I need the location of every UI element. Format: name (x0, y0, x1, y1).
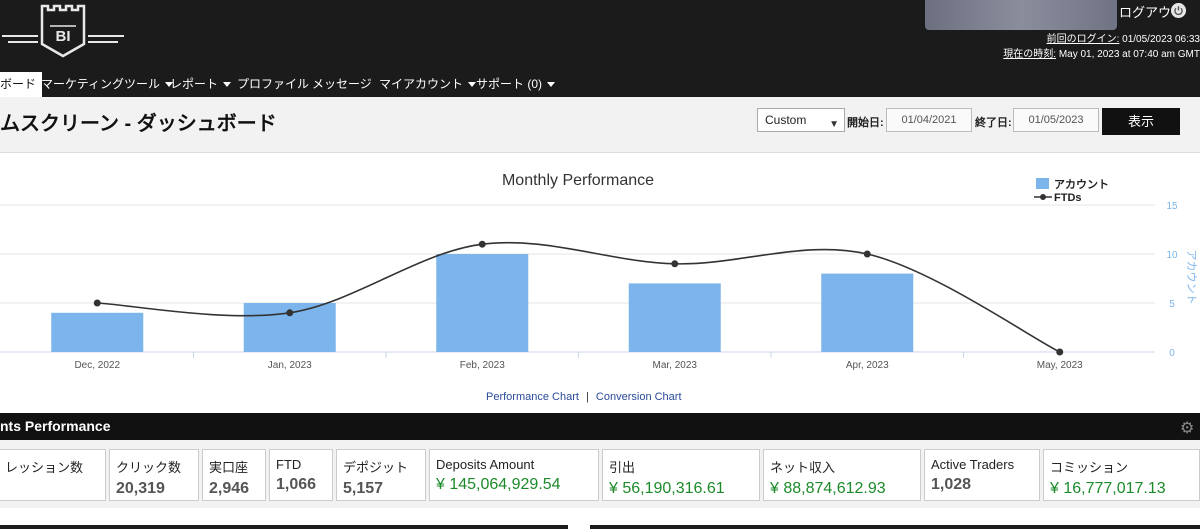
legend-label-ftds[interactable]: FTDs (1054, 192, 1082, 204)
performance-chart-link[interactable]: Performance Chart (486, 391, 579, 403)
bar-accounts[interactable] (51, 312, 144, 352)
point-ftds[interactable] (671, 260, 679, 268)
start-date-input[interactable]: 01/04/2021 (886, 108, 972, 132)
legend-swatch-accounts (1036, 178, 1049, 189)
stat-net-income: ネット収入 ¥ 88,874,612.93 (763, 449, 921, 501)
chevron-down-icon (547, 82, 556, 88)
top-header: BI ログアウト 前回のログイン: 01/05/2023 06:33 現在の時刻… (0, 0, 1200, 72)
power-icon[interactable] (1171, 3, 1186, 18)
y-tick-label: 0 (1169, 348, 1175, 359)
x-tick-label: Dec, 2022 (74, 360, 120, 371)
bar-accounts[interactable] (436, 254, 529, 352)
monthly-performance-chart: Monthly Performance Dec, 2022 Jan, 2023 Fe… (0, 153, 1200, 413)
stat-active-traders: Active Traders 1,028 (924, 449, 1040, 501)
x-tick-label: May, 2023 (1037, 360, 1083, 371)
stat-deposits-amount: Deposits Amount ¥ 145,064,929.54 (429, 449, 599, 501)
legend-marker-ftds (1040, 194, 1046, 200)
title-bar: ムスクリーン - ダッシュボード Custom ▼ 開始日: 01/04/202… (0, 97, 1200, 153)
series-line-ftds (97, 241, 1061, 353)
chevron-down-icon (468, 82, 477, 88)
end-date-label: 終了日: (975, 117, 1012, 129)
stat-impressions: レッション数 (0, 449, 106, 501)
show-button[interactable]: 表示 (1102, 108, 1180, 135)
point-ftds[interactable] (286, 309, 294, 317)
date-range-select[interactable]: Custom ▼ (757, 108, 845, 132)
bottom-panel-right (590, 525, 1200, 529)
svg-text:BI: BI (56, 28, 71, 45)
bottom-panel-left (0, 525, 568, 529)
performance-title: nts Performance (0, 418, 111, 434)
stat-real-accounts: 実口座 2,946 (202, 449, 266, 501)
conversion-chart-link[interactable]: Conversion Chart (595, 391, 682, 403)
current-time-value: May 01, 2023 at 07:40 am GMT (1058, 49, 1200, 60)
stat-withdrawals: 引出 ¥ 56,190,316.61 (602, 449, 760, 501)
x-tick-label: Mar, 2023 (653, 360, 698, 371)
nav-item-messages[interactable]: メッセージ (312, 77, 372, 91)
performance-header: nts Performance ⚙ (0, 413, 1200, 440)
chevron-down-icon: ▼ (829, 119, 839, 130)
x-tick-label: Jan, 2023 (268, 360, 312, 371)
page-title: ムスクリーン - ダッシュボード (0, 113, 277, 135)
end-date-input[interactable]: 01/05/2023 (1013, 108, 1099, 132)
nav-item-reports[interactable]: レポート (170, 72, 232, 97)
login-info: 前回のログイン: 01/05/2023 06:33 現在の時刻: May 01,… (980, 32, 1200, 62)
x-tick-label: Apr, 2023 (846, 360, 889, 371)
point-ftds[interactable] (863, 250, 871, 258)
bar-accounts[interactable] (628, 283, 721, 352)
last-login-value: 01/05/2023 06:33 (1122, 34, 1200, 45)
stat-deposits: デポジット 5,157 (336, 449, 426, 501)
nav-item-marketing-tools[interactable]: マーケティングツール (41, 72, 174, 97)
last-login-label[interactable]: 前回のログイン: (1046, 34, 1120, 45)
legend-label-accounts[interactable]: アカウント (1054, 178, 1109, 191)
chart-canvas: Monthly Performance Dec, 2022 Jan, 2023 Fe… (0, 172, 1198, 371)
point-ftds[interactable] (93, 299, 101, 307)
y-tick-label: 15 (1166, 201, 1178, 212)
x-tick-label: Feb, 2023 (460, 360, 505, 371)
bar-accounts[interactable] (821, 273, 914, 352)
chevron-down-icon (165, 82, 174, 88)
stats-row: レッション数 クリック数 20,319 実口座 2,946 FTD 1,066 … (0, 440, 1200, 508)
stat-ftd: FTD 1,066 (269, 449, 333, 501)
blurred-account-box (925, 0, 1117, 30)
point-ftds[interactable] (1056, 348, 1064, 356)
main-nav: ボード マーケティングツール レポート プロファイル メッセージ マイアカウント… (0, 72, 1200, 97)
logout-link[interactable]: ログアウト (1119, 5, 1185, 20)
logo[interactable]: BI (0, 0, 130, 72)
start-date-label: 開始日: (847, 117, 884, 129)
current-time-label[interactable]: 現在の時刻: (1003, 49, 1057, 60)
nav-item-my-account[interactable]: マイアカウント (379, 72, 477, 97)
date-range-value: Custom (765, 113, 807, 127)
point-ftds[interactable] (478, 240, 486, 248)
y-tick-label: 5 (1169, 299, 1175, 310)
nav-item-dashboard[interactable]: ボード (0, 72, 43, 97)
gear-icon[interactable]: ⚙ (1180, 420, 1195, 437)
y-tick-label: 10 (1166, 250, 1178, 261)
nav-item-profile[interactable]: プロファイル (237, 77, 310, 91)
y-axis-title: アカウント (1185, 250, 1198, 305)
stat-commission: コミッション ¥ 16,777,017.13 (1043, 449, 1200, 501)
stat-clicks: クリック数 20,319 (109, 449, 199, 501)
chart-links-separator: | (586, 391, 589, 403)
chart-title: Monthly Performance (502, 172, 654, 189)
nav-item-support[interactable]: サポート (0) (476, 72, 556, 97)
chevron-down-icon (223, 82, 232, 88)
